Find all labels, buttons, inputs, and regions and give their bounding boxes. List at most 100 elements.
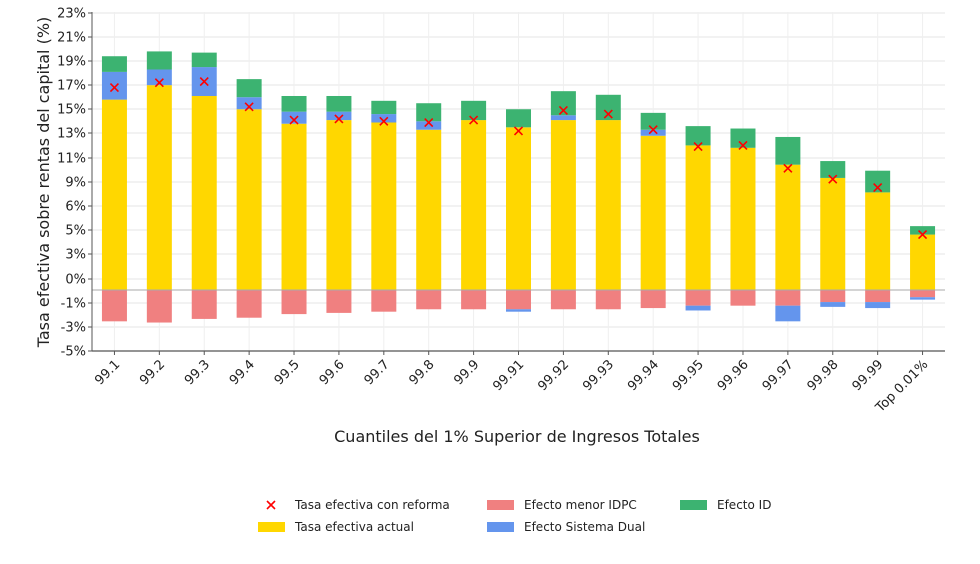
- bar-efecto-sistema-dual: [236, 97, 262, 110]
- bar-tasa-efectiva-actual: [371, 122, 397, 290]
- bar-efecto-id: [640, 112, 666, 130]
- bar-tasa-efectiva-actual: [326, 120, 352, 290]
- y-tick-label: 17%: [57, 79, 86, 94]
- bar-efecto-sistema-dual: [550, 115, 576, 121]
- y-tick-label: 9%: [65, 176, 86, 191]
- bar-efecto-id: [595, 94, 621, 121]
- marker-tasa-efectiva-con-reforma: [109, 82, 120, 93]
- bar-efecto-id: [101, 56, 127, 72]
- bar-efecto-sistema-dual: [146, 69, 172, 86]
- marker-tasa-efectiva-con-reforma: [603, 109, 613, 119]
- legend-swatch: [680, 500, 707, 510]
- reform-markers: [109, 76, 928, 240]
- bar-efecto-menor-idpc: [101, 290, 127, 322]
- bar-efecto-menor-idpc: [730, 290, 756, 306]
- x-axis-title: Cuantiles del 1% Superior de Ingresos To…: [334, 427, 700, 446]
- marker-tasa-efectiva-con-reforma: [828, 174, 838, 184]
- marker-tasa-efectiva-con-reforma: [648, 125, 658, 135]
- bar-efecto-menor-idpc: [146, 290, 172, 323]
- x-tick-label: 99.3: [182, 357, 213, 388]
- bar-efecto-sistema-dual: [281, 111, 307, 124]
- x-tick-label: 99.99: [850, 357, 887, 394]
- bar-efecto-sistema-dual: [910, 297, 936, 300]
- x-tick-label: 99.96: [715, 357, 752, 394]
- marker-tasa-efectiva-con-reforma: [469, 115, 479, 125]
- y-tick-label: 19%: [57, 55, 86, 70]
- marker-tasa-efectiva-con-reforma: [917, 230, 928, 240]
- y-tick-label: 15%: [57, 103, 86, 118]
- legend-swatch: [487, 500, 514, 510]
- y-tick-label: 21%: [57, 31, 86, 46]
- y-tick-label: -1%: [61, 297, 86, 312]
- bar-tasa-efectiva-actual: [730, 147, 756, 290]
- x-tick-label: 99.97: [760, 357, 797, 394]
- y-tick-label: 6%: [65, 200, 86, 215]
- bar-tasa-efectiva-actual: [101, 99, 127, 290]
- y-tick-label: 5%: [65, 224, 86, 239]
- bar-efecto-id: [685, 126, 711, 146]
- x-tick-label: 99.95: [670, 357, 707, 394]
- marker-tasa-efectiva-con-reforma: [289, 115, 299, 125]
- bar-efecto-sistema-dual: [775, 305, 801, 322]
- y-tick-label: 11%: [57, 152, 86, 167]
- legend-item: Tasa efectiva con reforma: [266, 498, 450, 512]
- bar-efecto-sistema-dual: [640, 129, 666, 136]
- bar-tasa-efectiva-actual: [595, 120, 621, 290]
- bar-efecto-id: [416, 103, 442, 122]
- bar-efecto-sistema-dual: [820, 302, 846, 307]
- bar-efecto-id: [461, 100, 487, 121]
- bar-efecto-menor-idpc: [416, 290, 442, 310]
- bar-efecto-sistema-dual: [865, 302, 891, 309]
- x-tick-label: 99.92: [535, 357, 572, 394]
- bar-efecto-menor-idpc: [371, 290, 397, 312]
- bar-efecto-menor-idpc: [461, 290, 487, 310]
- bar-efecto-menor-idpc: [865, 290, 891, 303]
- marker-tasa-efectiva-con-reforma: [783, 163, 793, 173]
- bar-tasa-efectiva-actual: [685, 145, 711, 290]
- bar-efecto-id: [326, 95, 352, 112]
- bar-efecto-menor-idpc: [640, 290, 666, 309]
- bar-efecto-menor-idpc: [191, 290, 217, 319]
- bar-tasa-efectiva-actual: [506, 127, 531, 290]
- marker-tasa-efectiva-con-reforma: [558, 105, 568, 116]
- bar-efecto-sistema-dual: [101, 71, 127, 100]
- y-tick-label: 0%: [65, 273, 86, 288]
- bar-tasa-efectiva-actual: [820, 177, 846, 290]
- bar-efecto-id: [910, 226, 936, 235]
- bar-efecto-menor-idpc: [910, 290, 936, 298]
- bar-efecto-id: [191, 52, 217, 68]
- bar-tasa-efectiva-actual: [416, 129, 442, 290]
- bar-tasa-efectiva-actual: [191, 95, 217, 291]
- y-tick-label: 13%: [57, 127, 86, 142]
- bar-efecto-id: [865, 170, 891, 193]
- x-tick-label: 99.91: [490, 357, 527, 394]
- legend-label: Efecto menor IDPC: [524, 498, 637, 512]
- marker-tasa-efectiva-con-reforma: [738, 140, 748, 150]
- x-tick-label: 99.94: [625, 357, 662, 394]
- bar-efecto-id: [550, 91, 576, 116]
- marker-tasa-efectiva-con-reforma: [199, 76, 209, 87]
- bar-efecto-id: [236, 79, 262, 98]
- legend-label: Efecto Sistema Dual: [524, 520, 645, 534]
- bar-efecto-menor-idpc: [595, 290, 621, 310]
- marker-tasa-efectiva-con-reforma: [379, 116, 389, 126]
- x-tick-labels: 99.1 99.2 99.3 99.4 99.5 99.6 99.7 99.8 99.9 99.9…: [92, 351, 931, 416]
- legend-item: Efecto menor IDPC: [487, 498, 637, 512]
- x-tick-label: 99.98: [805, 357, 842, 394]
- y-tick-label: -3%: [61, 321, 86, 336]
- bar-efecto-id: [146, 51, 172, 70]
- bar-efecto-sistema-dual: [416, 121, 442, 130]
- legend-label: Efecto ID: [717, 498, 771, 512]
- y-tick-label: 23%: [57, 7, 86, 22]
- x-tick-label: 99.93: [580, 357, 617, 394]
- x-tick-label: 99.1: [92, 357, 123, 388]
- y-axis-title: Tasa efectiva sobre rentas del capital (…: [34, 17, 53, 349]
- y-tick-labels: -5% -3% -1% 0% 3% 5% 6% 9% 11% 13% 15% 17% 19% 21% 23%: [57, 7, 92, 360]
- legend-item: Efecto ID: [680, 498, 771, 512]
- bar-efecto-menor-idpc: [550, 290, 576, 310]
- bar-efecto-menor-idpc: [506, 290, 531, 310]
- bar-efecto-id: [775, 136, 801, 165]
- bar-tasa-efectiva-actual: [775, 164, 801, 290]
- bar-efecto-id: [506, 109, 531, 128]
- legend: Tasa efectiva con reforma Tasa efectiva a…: [258, 498, 771, 534]
